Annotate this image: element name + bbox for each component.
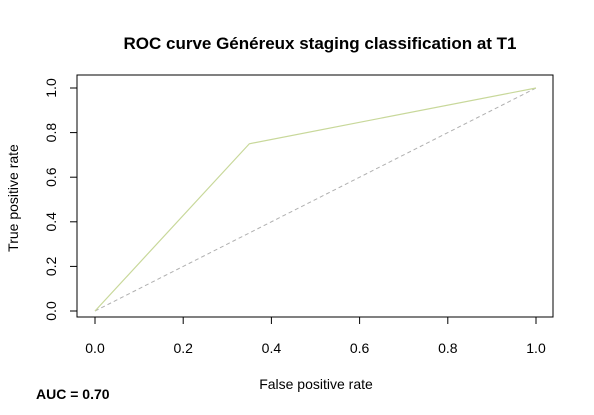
y-tick-label: 0.8	[43, 123, 59, 143]
x-axis-label: False positive rate	[259, 376, 373, 392]
y-tick-label: 0.4	[43, 212, 59, 232]
y-tick-label: 0.0	[43, 301, 59, 321]
chart-title: ROC curve Généreux staging classificatio…	[123, 34, 516, 53]
roc-curve	[94, 87, 537, 312]
auc-annotation: AUC = 0.70	[36, 386, 110, 402]
x-tick-label: 0.2	[173, 340, 193, 356]
y-tick-label: 1.0	[43, 78, 59, 98]
x-tick-label: 0.6	[350, 340, 370, 356]
x-tick-label: 1.0	[526, 340, 546, 356]
plot-frame	[76, 74, 554, 318]
x-tick-label: 0.4	[262, 340, 282, 356]
x-tick-label: 0.0	[85, 340, 105, 356]
reference-diagonal	[94, 87, 537, 312]
x-tick-label: 0.8	[438, 340, 458, 356]
y-axis-label: True positive rate	[5, 144, 21, 252]
y-tick-label: 0.2	[43, 256, 59, 276]
y-tick-label: 0.6	[43, 167, 59, 187]
